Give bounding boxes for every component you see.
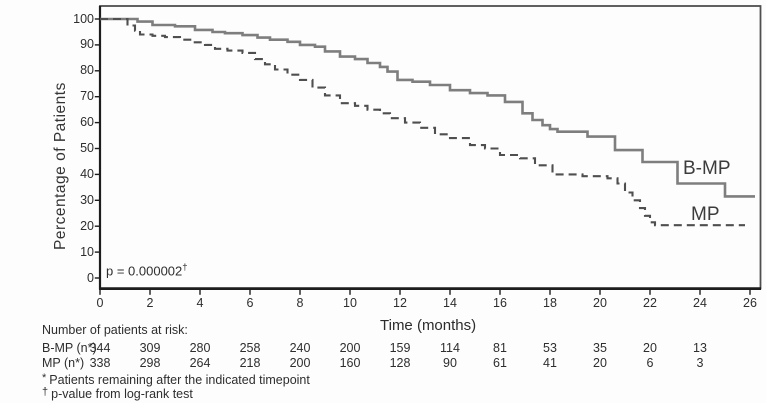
y-tick-label: 100 [73, 11, 94, 26]
y-tick-label: 80 [80, 63, 94, 78]
x-tick-label: 0 [96, 296, 104, 310]
risk-count: 61 [493, 356, 507, 370]
risk-count: 53 [543, 341, 557, 355]
risk-count: 200 [289, 356, 311, 370]
risk-row-label-mp: MP (n*) [42, 356, 85, 370]
x-tick-label: 26 [743, 296, 757, 310]
y-tick-label: 10 [80, 244, 94, 259]
risk-count: 159 [389, 341, 411, 355]
risk-count: 218 [239, 356, 261, 370]
y-tick-label: 70 [80, 89, 94, 104]
risk-count: 338 [89, 356, 111, 370]
risk-count: 258 [239, 341, 261, 355]
risk-row-label-bmp: B-MP (n*) [42, 341, 97, 355]
y-tick-label: 60 [80, 115, 94, 130]
x-tick-label: 18 [543, 296, 557, 310]
risk-count: 309 [139, 341, 161, 355]
x-tick-label: 6 [246, 296, 254, 310]
y-tick-label: 20 [80, 218, 94, 233]
risk-count: 128 [389, 356, 411, 370]
risk-count: 35 [593, 341, 607, 355]
y-tick-label: 40 [80, 166, 94, 181]
y-tick-label: 0 [87, 270, 94, 285]
x-axis-title: Time (months) [380, 317, 477, 334]
plot-frame [99, 5, 762, 290]
x-tick-label: 4 [196, 296, 204, 310]
risk-count: 160 [339, 356, 361, 370]
footnote-asterisk: * Patients remaining after the indicated … [42, 372, 310, 388]
risk-count: 200 [339, 341, 361, 355]
p-value-text: p = 0.000002 [106, 263, 183, 279]
risk-count: 81 [493, 341, 507, 355]
risk-table-header: Number of patients at risk: [42, 323, 188, 337]
risk-count: 6 [646, 356, 654, 370]
risk-count: 20 [643, 341, 657, 355]
x-tick-label: 10 [343, 296, 357, 310]
risk-count: 13 [693, 341, 707, 355]
x-tick-label: 2 [146, 296, 154, 310]
risk-count: 3 [696, 356, 704, 370]
footnote-asterisk-text: Patients remaining after the indicated t… [49, 373, 310, 387]
x-tick-label: 14 [443, 296, 457, 310]
footnote-dagger: † p-value from log-rank test [42, 386, 193, 402]
y-tick-label: 50 [80, 141, 94, 155]
y-tick-label: 30 [80, 192, 94, 207]
y-tick-label: 90 [80, 37, 94, 52]
x-tick-label: 12 [393, 296, 407, 310]
risk-count: 114 [440, 341, 460, 355]
p-value-annotation: p = 0.000002† [106, 262, 188, 279]
footnote-dagger-text: p-value from log-rank test [51, 387, 193, 401]
risk-count: 280 [189, 341, 211, 355]
risk-count: 264 [189, 356, 211, 370]
x-tick-label: 8 [296, 296, 304, 310]
asterisk-marker-icon: * [42, 372, 47, 384]
curve-mp [100, 17, 745, 227]
curve-bmp [100, 17, 755, 198]
x-tick-label: 16 [493, 296, 507, 310]
risk-count: 90 [443, 356, 457, 370]
risk-count: 20 [593, 356, 607, 370]
risk-count: 41 [543, 356, 557, 370]
x-tick-label: 20 [593, 296, 607, 310]
x-tick-label: 24 [693, 296, 707, 310]
risk-count: 298 [139, 356, 161, 370]
curve-label-mp: MP [691, 204, 720, 225]
risk-count: 344 [89, 341, 111, 355]
x-tick-label: 22 [643, 296, 657, 310]
dagger-marker-icon: † [42, 386, 49, 398]
risk-count: 240 [289, 341, 311, 355]
p-value-dagger-icon: † [182, 262, 188, 273]
curve-label-bmp: B-MP [683, 158, 731, 179]
